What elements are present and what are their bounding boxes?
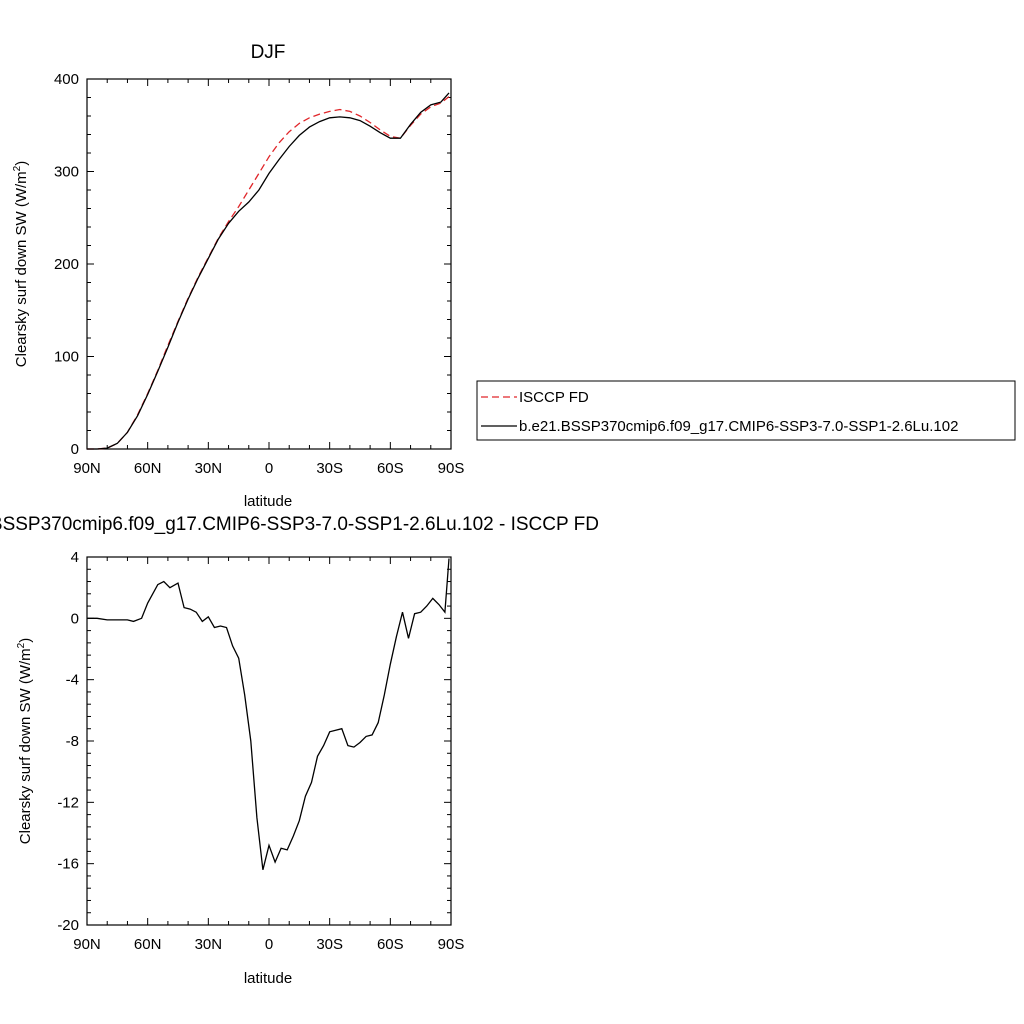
bottom-x-tick-label: 60S — [377, 936, 404, 953]
top-y-axis-label: Clearsky surf down SW (W/m2) — [12, 161, 30, 367]
bottom-x-tick-label: 60N — [134, 936, 162, 953]
bottom-y-axis-label-end: ) — [17, 638, 34, 643]
bottom-x-tick-label: 90N — [73, 936, 101, 953]
bottom-plot-frame — [86, 556, 452, 926]
bottom-y-tick-label: -4 — [66, 672, 79, 689]
top-axis-ticks: 90N 60N 30N 0 30S 60S 90S 0 100 200 300 400 — [54, 71, 464, 477]
bottom-plot: b.e21.BSSP370cmip6.f09_g17.CMIP6-SSP3-7.… — [0, 514, 599, 987]
top-x-tick-label: 90N — [73, 460, 101, 477]
bottom-x-axis-label: latitude — [244, 970, 292, 987]
bottom-y-axis-label: Clearsky surf down SW (W/m2) — [16, 638, 34, 844]
top-y-axis-label-end: ) — [13, 161, 30, 166]
top-y-tick-label: 300 — [54, 164, 79, 181]
top-y-tick-label: 100 — [54, 349, 79, 366]
bottom-chart-title: b.e21.BSSP370cmip6.f09_g17.CMIP6-SSP3-7.… — [0, 514, 599, 535]
top-x-tick-label: 0 — [265, 460, 273, 477]
bottom-y-tick-label: 4 — [71, 549, 79, 566]
top-x-tick-label: 30N — [195, 460, 223, 477]
top-series-group — [87, 92, 450, 450]
top-y-tick-label: 400 — [54, 71, 79, 88]
top-x-tick-label: 30S — [316, 460, 343, 477]
top-plot-frame — [86, 78, 452, 450]
bottom-y-tick-label: -8 — [66, 733, 79, 750]
bottom-x-tick-label: 30N — [195, 936, 223, 953]
bottom-y-tick-label: -20 — [57, 917, 79, 934]
bottom-y-tick-label: -12 — [57, 794, 79, 811]
top-y-axis-label-main: Clearsky surf down SW (W/m — [13, 171, 30, 367]
bottom-y-tick-label: 0 — [71, 610, 79, 627]
top-y-tick-label: 0 — [71, 441, 79, 458]
bottom-series-line-0 — [87, 558, 450, 870]
legend-frame — [476, 380, 1016, 441]
top-chart-title: DJF — [251, 42, 286, 63]
legend-entry-isccp: ISCCP FD — [519, 389, 589, 406]
legend-entry-model: b.e21.BSSP370cmip6.f09_g17.CMIP6-SSP3-7.… — [519, 418, 958, 435]
bottom-y-axis-label-main: Clearsky surf down SW (W/m — [17, 648, 34, 844]
bottom-y-axis-label-sup: 2 — [16, 642, 27, 648]
top-series-line-0 — [87, 96, 450, 450]
top-x-tick-label: 60S — [377, 460, 404, 477]
top-x-tick-label: 60N — [134, 460, 162, 477]
top-plot: DJF 90N 60N 30N 0 30S 60S 90S 0 100 200 300 400 lat… — [12, 42, 464, 510]
legend: ISCCP FD b.e21.BSSP370cmip6.f09_g17.CMIP… — [476, 380, 1016, 441]
bottom-series-group — [87, 558, 450, 870]
bottom-x-tick-label: 90S — [438, 936, 465, 953]
top-y-tick-label: 200 — [54, 256, 79, 273]
top-x-tick-label: 90S — [438, 460, 465, 477]
bottom-x-tick-label: 0 — [265, 936, 273, 953]
bottom-axis-ticks: 90N 60N 30N 0 30S 60S 90S -20 -16 -12 -8 -4 0 4 — [57, 549, 464, 953]
bottom-y-tick-label: -16 — [57, 856, 79, 873]
bottom-x-tick-label: 30S — [316, 936, 343, 953]
top-x-axis-label: latitude — [244, 493, 292, 510]
top-y-axis-label-sup: 2 — [12, 165, 23, 171]
top-series-line-1 — [87, 92, 450, 450]
